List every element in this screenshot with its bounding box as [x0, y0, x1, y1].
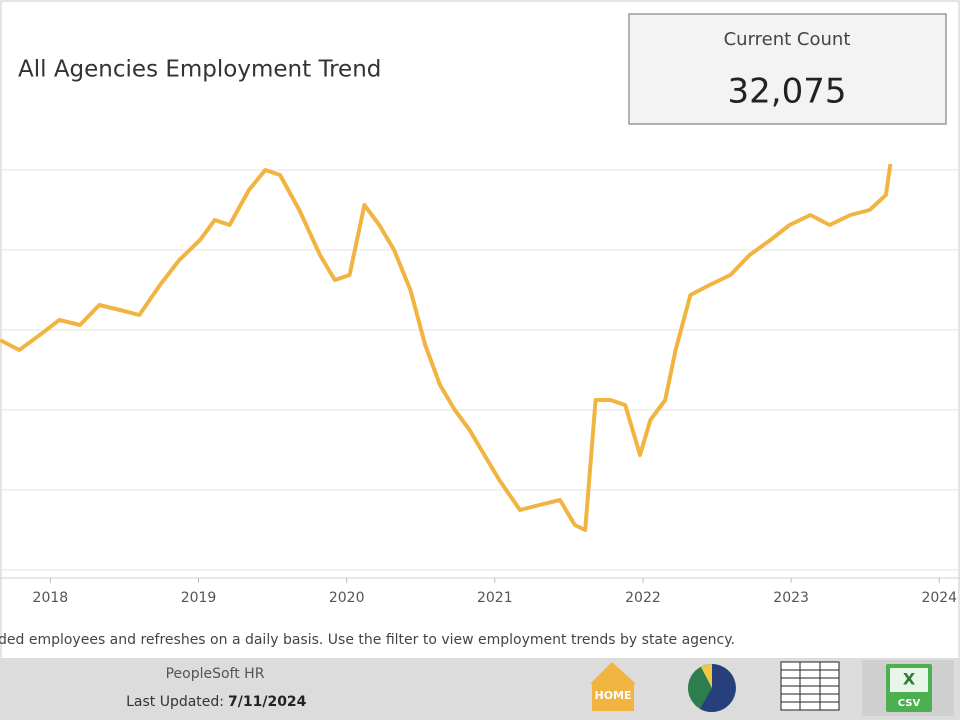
x-tick-label: 2023 — [773, 590, 809, 606]
plot: 2018 2019 2020 2021 2022 2023 2024 — [0, 163, 960, 606]
x-tick-label: 2021 — [477, 590, 513, 606]
chart-note: ded employees and refreshes on a daily b… — [0, 632, 735, 648]
x-tick-label: 2022 — [625, 590, 661, 606]
x-tick-label: 2019 — [181, 590, 217, 606]
x-tick-label: 2020 — [329, 590, 365, 606]
pie-button[interactable] — [688, 664, 736, 712]
trend-line — [0, 163, 893, 532]
updated-date: 7/11/2024 — [228, 694, 307, 710]
source: PeopleSoft HR — [166, 666, 265, 682]
kpi-label: Current Count — [724, 29, 851, 50]
table-button[interactable] — [780, 661, 840, 711]
csv-label: CSV — [898, 698, 921, 709]
x-tick-label: 2018 — [33, 590, 69, 606]
svg-text:X: X — [903, 670, 916, 689]
chart-title: All Agencies Employment Trend — [18, 57, 381, 83]
kpi-box — [628, 13, 947, 125]
home-label: HOME — [594, 689, 631, 702]
csv-button[interactable]: X CSV — [862, 660, 954, 716]
home-button[interactable]: HOME — [590, 662, 636, 711]
kpi-value: 32,075 — [728, 72, 847, 112]
updated-label: Last Updated: — [126, 694, 224, 710]
x-tick-label: 2024 — [921, 590, 957, 606]
